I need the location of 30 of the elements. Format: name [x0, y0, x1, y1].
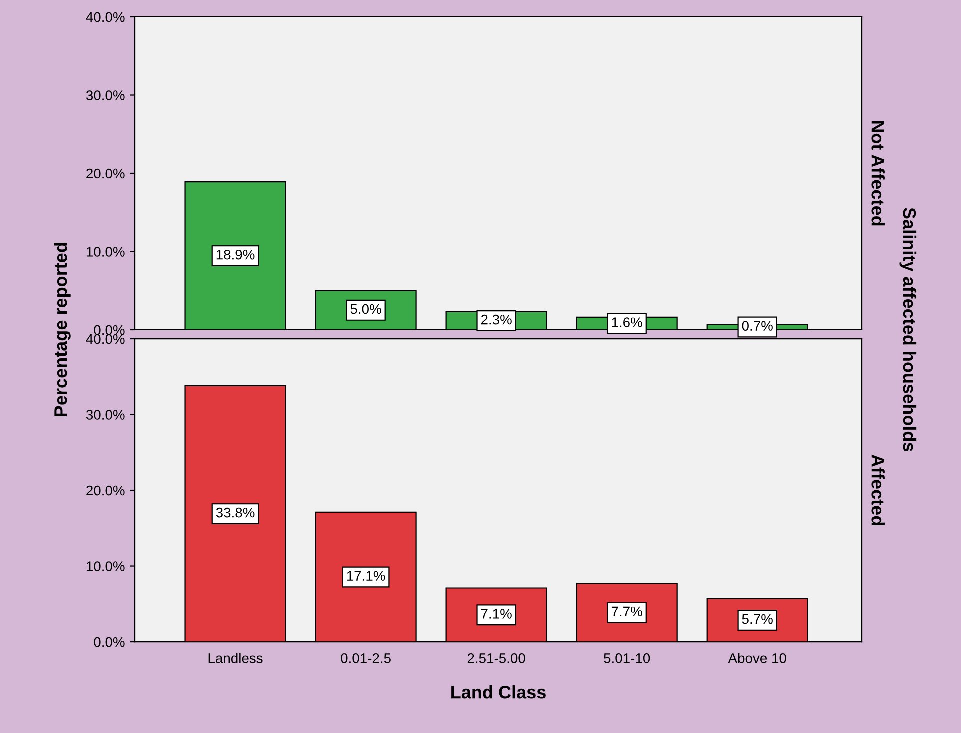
- y-tick-label: 0.0%: [94, 637, 125, 648]
- y2-axis-title: Not Affected: [872, 121, 885, 226]
- y2-axis-title: Affected: [872, 454, 885, 526]
- data-label: 1.6%: [612, 318, 642, 328]
- x-tick-label: 2.51-5.00: [468, 654, 526, 664]
- y-tick-label: 20.0%: [86, 486, 125, 496]
- data-label: 5.0%: [350, 304, 382, 314]
- y-axis-title: Percentage reported: [54, 243, 71, 416]
- text: Salinity affected households: [900, 208, 917, 452]
- x-axis-title: Land Class: [452, 686, 546, 699]
- y-tick-label: 30.0%: [86, 410, 125, 420]
- data-label: 5.7%: [742, 614, 773, 624]
- data-label: 18.9%: [216, 250, 255, 260]
- x-tick-label: Landless: [208, 653, 263, 664]
- y-tick-label: 40.0%: [86, 12, 125, 22]
- y-tick-label: 40.0%: [86, 334, 125, 344]
- data-label: 33.8%: [216, 508, 255, 518]
- data-label: 2.3%: [481, 314, 512, 325]
- y-tick-label: 30.0%: [86, 90, 125, 100]
- y-tick-label: 10.0%: [86, 247, 125, 257]
- y-tick-label: 20.0%: [86, 168, 125, 179]
- data-label: 7.1%: [481, 609, 512, 619]
- x-tick-label: 5.01-10: [604, 654, 650, 664]
- x-tick-label: Above 10: [728, 653, 786, 664]
- x-tick-label: 0.01-2.5: [341, 654, 391, 664]
- data-label: 17.1%: [347, 571, 386, 581]
- data-label: 0.7%: [742, 321, 773, 331]
- y-tick-label: 0.0%: [94, 325, 125, 336]
- data-label: 7.7%: [612, 606, 642, 617]
- y-tick-label: 10.0%: [86, 562, 125, 572]
